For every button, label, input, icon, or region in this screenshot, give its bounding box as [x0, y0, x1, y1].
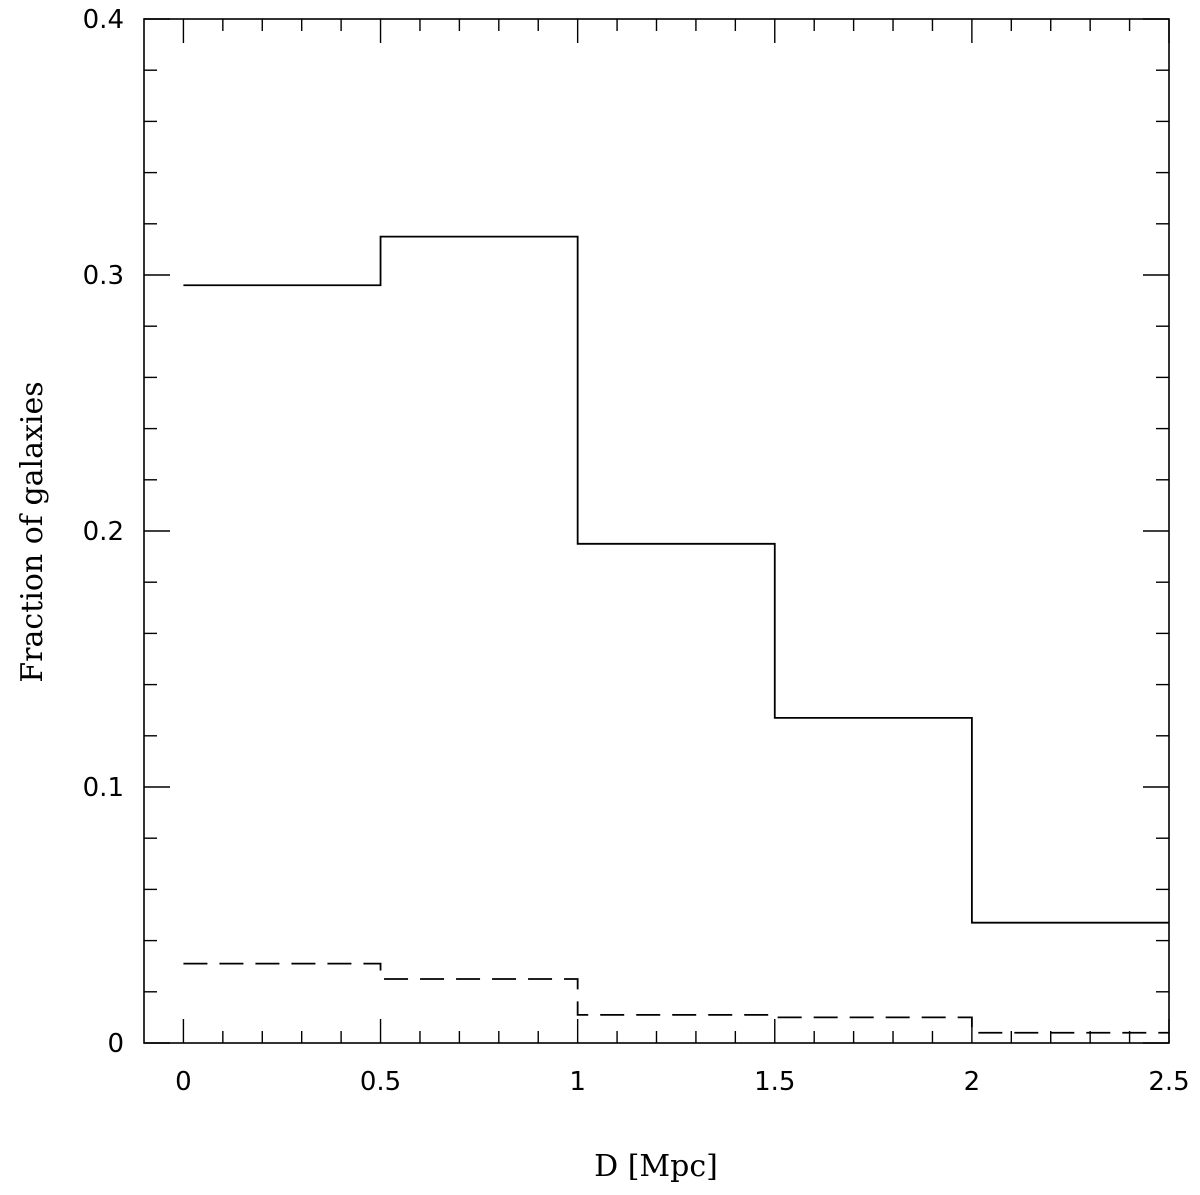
- x-tick-labels: 0 0.5 1 1.5 2 2.5: [175, 1067, 1190, 1097]
- plot-frame: [143, 18, 1170, 1044]
- x-tick-label: 2.5: [1148, 1067, 1189, 1097]
- y-tick-label: 0.2: [83, 517, 124, 547]
- y-tick-label: 0.3: [83, 261, 124, 291]
- solid-histogram-series: [183, 235, 1169, 924]
- y-tick-label: 0: [107, 1029, 124, 1059]
- x-tick-label: 1.5: [754, 1067, 795, 1097]
- y-axis-title: Fraction of galaxies: [15, 381, 50, 682]
- dashed-histogram-series: [183, 962, 1169, 1034]
- y-tick-label: 0.4: [83, 5, 124, 35]
- minor-ticks: [144, 19, 1169, 1043]
- series-layer: [183, 235, 1169, 1034]
- x-tick-label: 0: [175, 1067, 192, 1097]
- x-axis-title: D [Mpc]: [594, 1149, 718, 1184]
- x-tick-label: 1: [569, 1067, 586, 1097]
- y-tick-label: 0.1: [83, 773, 124, 803]
- y-tick-labels: 0 0.1 0.2 0.3 0.4: [83, 5, 124, 1059]
- x-tick-label: 2: [964, 1067, 981, 1097]
- major-ticks: [144, 18, 1170, 1044]
- x-tick-label: 0.5: [360, 1067, 401, 1097]
